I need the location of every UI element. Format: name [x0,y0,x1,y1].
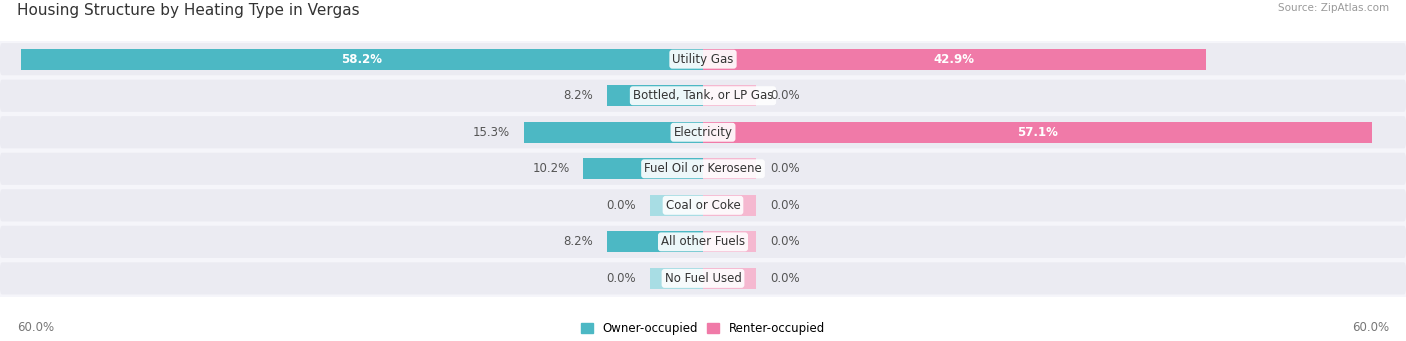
Text: 0.0%: 0.0% [770,199,800,212]
FancyBboxPatch shape [0,153,1406,185]
Bar [703,158,756,179]
Text: Source: ZipAtlas.com: Source: ZipAtlas.com [1278,3,1389,13]
Bar [607,85,703,106]
Text: 58.2%: 58.2% [342,53,382,66]
Text: Housing Structure by Heating Type in Vergas: Housing Structure by Heating Type in Ver… [17,3,360,18]
Bar [650,195,703,216]
Text: 0.0%: 0.0% [770,272,800,285]
FancyBboxPatch shape [0,226,1406,258]
Text: 57.1%: 57.1% [1017,126,1057,139]
Bar [21,49,703,70]
Bar [703,195,756,216]
Text: 60.0%: 60.0% [1353,321,1389,334]
Legend: Owner-occupied, Renter-occupied: Owner-occupied, Renter-occupied [581,322,825,335]
Text: 0.0%: 0.0% [770,89,800,102]
Text: 0.0%: 0.0% [606,199,637,212]
Text: Coal or Coke: Coal or Coke [665,199,741,212]
Text: 0.0%: 0.0% [770,162,800,175]
Text: 8.2%: 8.2% [564,89,593,102]
FancyBboxPatch shape [0,116,1406,148]
Bar [703,268,756,289]
Text: 0.0%: 0.0% [770,235,800,248]
Text: 8.2%: 8.2% [564,235,593,248]
FancyBboxPatch shape [0,80,1406,112]
Bar [524,122,703,143]
Text: 42.9%: 42.9% [934,53,974,66]
Bar [703,122,1372,143]
Bar [703,231,756,252]
Text: Utility Gas: Utility Gas [672,53,734,66]
Text: Fuel Oil or Kerosene: Fuel Oil or Kerosene [644,162,762,175]
Bar [703,85,756,106]
Text: All other Fuels: All other Fuels [661,235,745,248]
Text: 10.2%: 10.2% [533,162,569,175]
Bar [650,268,703,289]
Bar [607,231,703,252]
Text: Electricity: Electricity [673,126,733,139]
FancyBboxPatch shape [0,43,1406,75]
Text: Bottled, Tank, or LP Gas: Bottled, Tank, or LP Gas [633,89,773,102]
Bar [583,158,703,179]
FancyBboxPatch shape [0,262,1406,295]
Text: 60.0%: 60.0% [17,321,53,334]
FancyBboxPatch shape [0,189,1406,221]
Text: 0.0%: 0.0% [606,272,637,285]
Bar [703,49,1206,70]
Text: 15.3%: 15.3% [472,126,510,139]
Text: No Fuel Used: No Fuel Used [665,272,741,285]
